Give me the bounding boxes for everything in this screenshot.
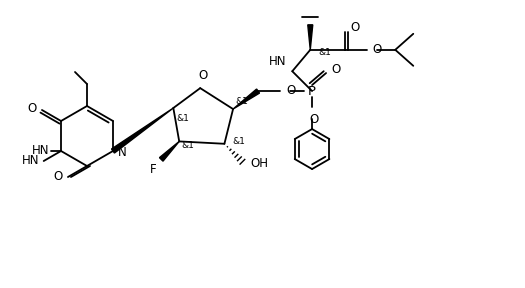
Text: O: O (54, 170, 63, 183)
Text: &1: &1 (233, 137, 245, 146)
Text: O: O (28, 103, 37, 115)
Text: &1: &1 (318, 48, 331, 57)
Text: &1: &1 (235, 96, 248, 106)
Text: N: N (118, 147, 127, 160)
Text: F: F (150, 163, 156, 177)
Text: &1: &1 (181, 141, 194, 150)
Polygon shape (308, 25, 313, 50)
Text: O: O (372, 43, 382, 56)
Text: O: O (286, 84, 296, 96)
Polygon shape (233, 89, 259, 109)
Text: HN: HN (269, 55, 286, 68)
Text: OH: OH (250, 157, 268, 170)
Text: O: O (198, 69, 208, 82)
Polygon shape (111, 108, 173, 153)
Text: HN: HN (32, 145, 49, 158)
Text: O: O (331, 62, 340, 75)
Polygon shape (160, 141, 179, 161)
Text: O: O (309, 113, 319, 126)
Text: O: O (350, 21, 360, 34)
Text: P: P (308, 85, 316, 98)
Text: HN: HN (22, 154, 40, 166)
Text: &1: &1 (176, 113, 189, 122)
